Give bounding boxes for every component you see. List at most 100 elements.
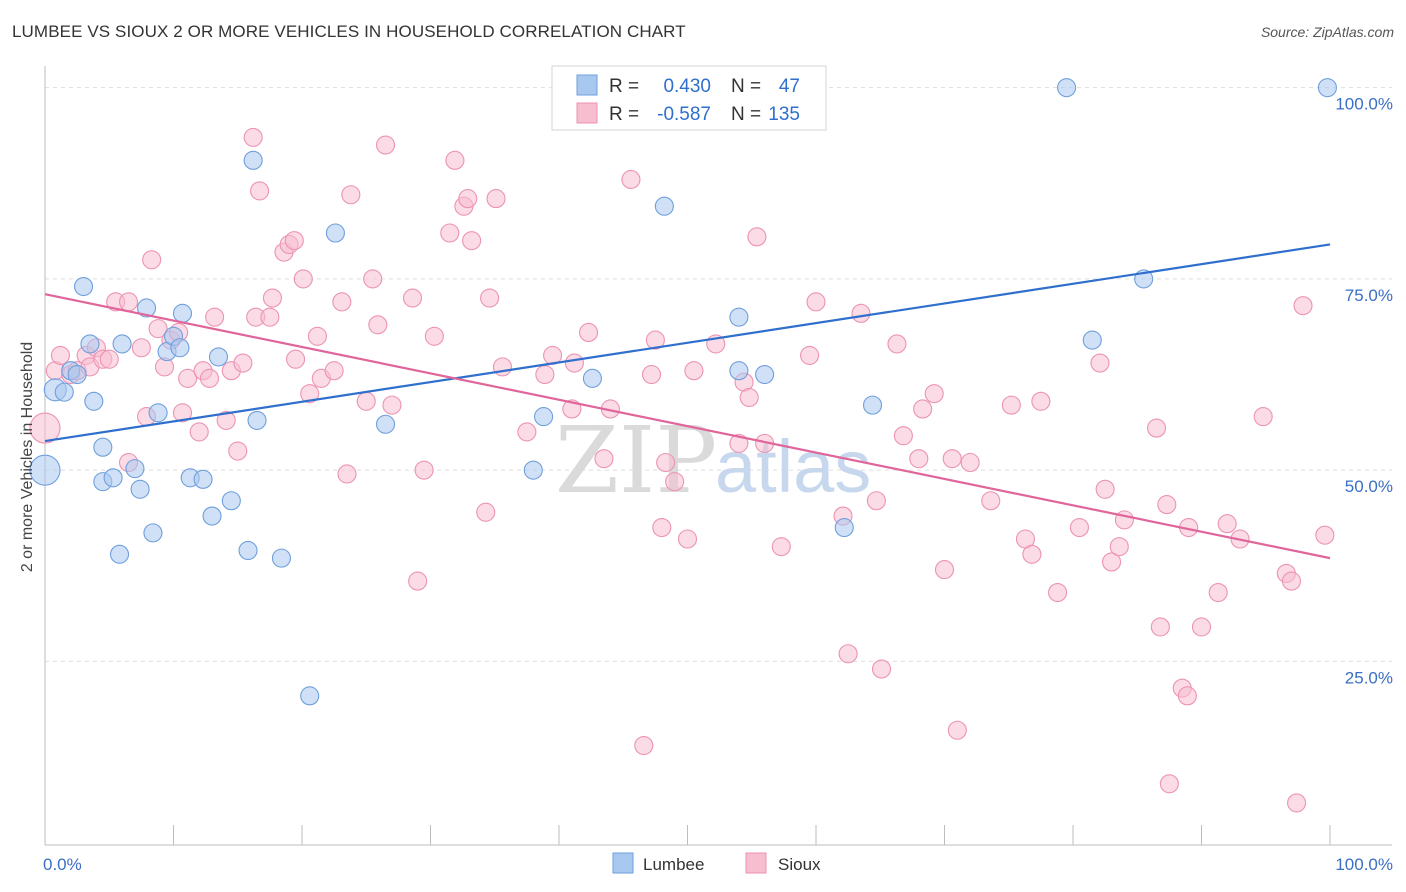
lumbee-point — [862, 395, 883, 415]
tick-labels: 25.0% 50.0% 75.0% 100.0% 0.0% 100.0% — [43, 95, 1393, 874]
y-tick-label: 25.0% — [1345, 668, 1393, 687]
sioux-point — [205, 307, 225, 327]
sioux-point — [293, 269, 313, 289]
legend-sioux-swatch — [745, 852, 767, 874]
sioux-n-value: 135 — [768, 104, 800, 125]
lumbee-point — [755, 364, 775, 385]
sioux-point — [645, 330, 665, 350]
sioux-point — [1253, 407, 1273, 427]
sioux-point — [771, 537, 791, 557]
lumbee-point — [193, 469, 213, 489]
sioux-point — [594, 449, 614, 469]
chart-title: LUMBEE VS SIOUX 2 OR MORE VEHICLES IN HO… — [12, 22, 686, 41]
sioux-point — [324, 361, 344, 381]
sioux-point — [307, 326, 327, 346]
sioux-r-label: R = — [609, 104, 639, 125]
lumbee-point — [125, 459, 145, 479]
sioux-point — [408, 571, 428, 591]
sioux-point — [99, 349, 119, 369]
sioux-point — [262, 288, 282, 308]
sioux-point — [1293, 296, 1313, 316]
lumbee-point — [136, 298, 157, 318]
sioux-point — [424, 326, 444, 346]
sioux-point — [1287, 793, 1307, 813]
sioux-point — [300, 384, 320, 404]
sioux-point — [800, 345, 820, 365]
watermark-zip: ZIP — [555, 407, 717, 514]
sioux-point — [1022, 544, 1042, 564]
stats-legend-box — [551, 65, 827, 131]
legend-sioux-label: Sioux — [778, 855, 821, 874]
sioux-point — [729, 433, 749, 453]
sioux-point — [871, 659, 892, 679]
lumbee-point — [208, 347, 229, 367]
sioux-point — [535, 364, 555, 385]
x-tick-label: 100.0% — [1335, 855, 1393, 874]
lumbee-point — [238, 540, 258, 561]
sioux-point — [332, 292, 352, 312]
source-credit: Source: ZipAtlas.com — [1260, 24, 1394, 40]
lumbee-trend-line — [44, 243, 1331, 443]
lumbee-point — [54, 382, 74, 402]
legend-lumbee-swatch — [612, 852, 634, 874]
sioux-point — [286, 349, 306, 369]
sioux-point — [1048, 582, 1068, 603]
sioux-point — [1157, 495, 1177, 515]
sioux-point — [216, 410, 236, 430]
sioux-point — [363, 269, 383, 289]
sioux-point — [893, 426, 913, 446]
y-tick-label: 50.0% — [1345, 477, 1393, 496]
sioux-point — [947, 720, 967, 740]
lumbee-point — [103, 468, 123, 488]
sioux-point — [1095, 479, 1115, 499]
sioux-point — [1217, 514, 1237, 534]
lumbee-point — [247, 410, 267, 430]
sioux-point — [228, 441, 248, 461]
sioux-point — [621, 169, 641, 189]
series-legend: Lumbee Sioux — [612, 852, 821, 874]
lumbee-n-value: 47 — [779, 76, 800, 97]
sioux-point — [1191, 617, 1212, 637]
sioux-point — [1281, 571, 1301, 591]
lumbee-point — [1082, 330, 1102, 350]
sioux-point — [178, 368, 198, 388]
lumbee-point — [729, 307, 749, 327]
sioux-point — [382, 395, 402, 415]
y-tick-label: 75.0% — [1345, 286, 1393, 305]
sioux-point — [924, 384, 944, 404]
sioux-point — [356, 391, 376, 411]
sioux-point — [260, 307, 280, 327]
sioux-point — [486, 189, 506, 209]
lumbee-r-label: R = — [609, 76, 639, 97]
sioux-point — [243, 127, 263, 147]
lumbee-point — [130, 479, 150, 499]
lumbee-point — [729, 361, 749, 381]
lumbee-point — [29, 454, 61, 486]
lumbee-point — [271, 548, 291, 568]
sioux-point — [1031, 391, 1051, 411]
sioux-r-value: -0.587 — [657, 104, 711, 125]
sioux-point — [1109, 537, 1129, 557]
sioux-point — [677, 529, 698, 549]
lumbee-point — [109, 544, 130, 564]
stats-legend: R = 0.430 N = 47 R = -0.587 N = 135 — [551, 65, 827, 131]
x-tick-label: 0.0% — [43, 855, 82, 874]
sioux-point — [148, 319, 168, 339]
sioux-point — [866, 491, 886, 511]
y-axis-title: 2 or more Vehicles in Household — [19, 342, 36, 572]
sioux-point — [284, 231, 304, 251]
lumbee-point — [523, 460, 543, 480]
sioux-point — [250, 181, 270, 201]
sioux-point — [189, 422, 209, 442]
sioux-point — [458, 189, 478, 209]
sioux-point — [913, 399, 933, 419]
lumbee-point — [143, 523, 163, 543]
lumbee-point — [834, 517, 854, 538]
sioux-point — [1315, 525, 1335, 545]
y-tick-label: 100.0% — [1335, 95, 1393, 114]
sioux-point — [233, 353, 253, 373]
lumbee-point — [325, 223, 345, 243]
lumbee-point — [582, 368, 602, 388]
sioux-point — [337, 464, 357, 484]
